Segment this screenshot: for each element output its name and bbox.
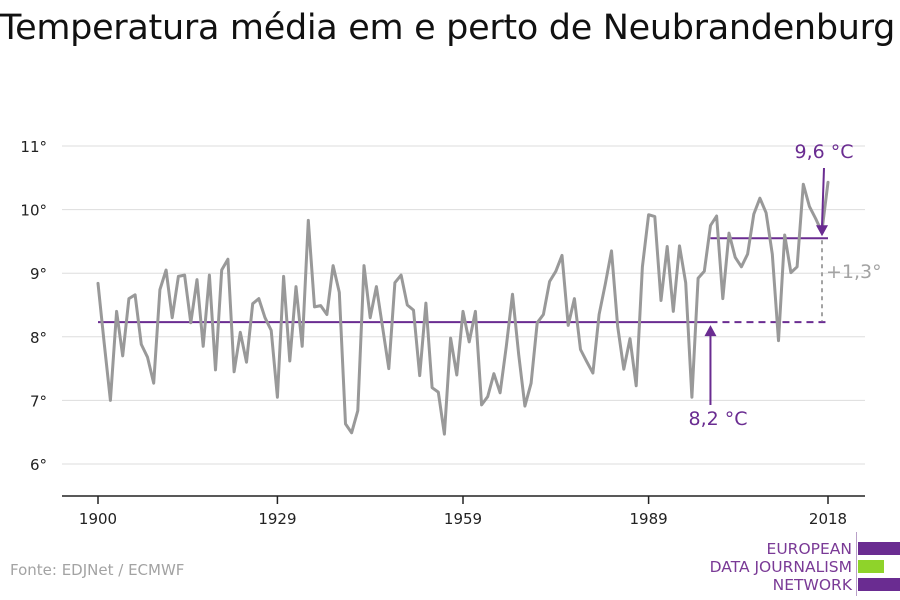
annotation-arrows bbox=[704, 167, 828, 405]
y-axis-tick-labels: 6° 7° 8° 9° 10° 11° bbox=[20, 138, 47, 474]
chart-title: Temperatura média em e perto de Neubrand… bbox=[0, 8, 896, 48]
recent-average-label: 9,6 °C bbox=[794, 141, 853, 163]
recent-arrowhead bbox=[816, 225, 828, 237]
logo-divider bbox=[856, 532, 857, 596]
y-tick-label: 7° bbox=[30, 392, 47, 410]
y-tick-label: 8° bbox=[30, 329, 47, 347]
edjnet-logo: EUROPEAN DATA JOURNALISM NETWORK bbox=[706, 532, 900, 596]
temperature-series-line bbox=[96, 180, 830, 436]
x-tick-label: 2018 bbox=[809, 510, 847, 528]
grid-lines bbox=[62, 145, 865, 465]
logo-text-line-3: NETWORK bbox=[772, 576, 852, 594]
y-tick-label: 10° bbox=[20, 202, 47, 220]
y-tick-label: 9° bbox=[30, 265, 47, 283]
y-tick-label: 6° bbox=[30, 456, 47, 474]
logo-bar-purple-bottom bbox=[858, 578, 900, 591]
recent-arrow-shaft bbox=[821, 167, 825, 227]
x-tick-label: 1989 bbox=[629, 510, 667, 528]
logo-bar-green bbox=[858, 560, 884, 573]
logo-text-line-2: DATA JOURNALISM bbox=[709, 558, 852, 576]
x-tick-label: 1959 bbox=[444, 510, 482, 528]
x-axis-tick-labels: 1900 1929 1959 1989 2018 bbox=[79, 510, 847, 528]
y-tick-label: 11° bbox=[20, 138, 47, 156]
x-tick-label: 1929 bbox=[258, 510, 296, 528]
x-axis-ticks bbox=[97, 496, 829, 504]
baseline-arrowhead bbox=[704, 325, 717, 337]
logo-text-line-1: EUROPEAN bbox=[766, 540, 852, 558]
difference-label: +1,3° bbox=[826, 261, 882, 283]
source-credit: Fonte: EDJNet / ECMWF bbox=[10, 561, 185, 579]
baseline-average-label: 8,2 °C bbox=[688, 408, 747, 430]
x-tick-label: 1900 bbox=[79, 510, 117, 528]
logo-bar-purple-top bbox=[858, 542, 900, 555]
